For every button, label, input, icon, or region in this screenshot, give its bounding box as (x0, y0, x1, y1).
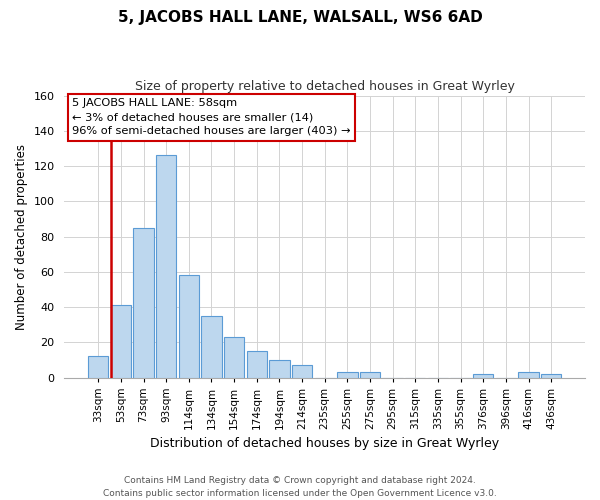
X-axis label: Distribution of detached houses by size in Great Wyrley: Distribution of detached houses by size … (150, 437, 499, 450)
Bar (247, 351, 267, 378)
Bar (88, 356, 109, 378)
Bar (360, 372, 380, 378)
Y-axis label: Number of detached properties: Number of detached properties (15, 144, 28, 330)
Bar (111, 306, 131, 378)
Bar (337, 372, 358, 378)
Bar (269, 360, 290, 378)
Title: Size of property relative to detached houses in Great Wyrley: Size of property relative to detached ho… (135, 80, 515, 93)
Bar (179, 276, 199, 378)
Bar (541, 374, 562, 378)
Bar (292, 365, 312, 378)
Bar (224, 337, 244, 378)
Bar (518, 372, 539, 378)
Bar (201, 316, 221, 378)
Bar (133, 228, 154, 378)
Text: 5, JACOBS HALL LANE, WALSALL, WS6 6AD: 5, JACOBS HALL LANE, WALSALL, WS6 6AD (118, 10, 482, 25)
Text: 5 JACOBS HALL LANE: 58sqm
← 3% of detached houses are smaller (14)
96% of semi-d: 5 JACOBS HALL LANE: 58sqm ← 3% of detach… (72, 98, 351, 136)
Text: Contains HM Land Registry data © Crown copyright and database right 2024.
Contai: Contains HM Land Registry data © Crown c… (103, 476, 497, 498)
Bar (156, 156, 176, 378)
Bar (473, 374, 493, 378)
